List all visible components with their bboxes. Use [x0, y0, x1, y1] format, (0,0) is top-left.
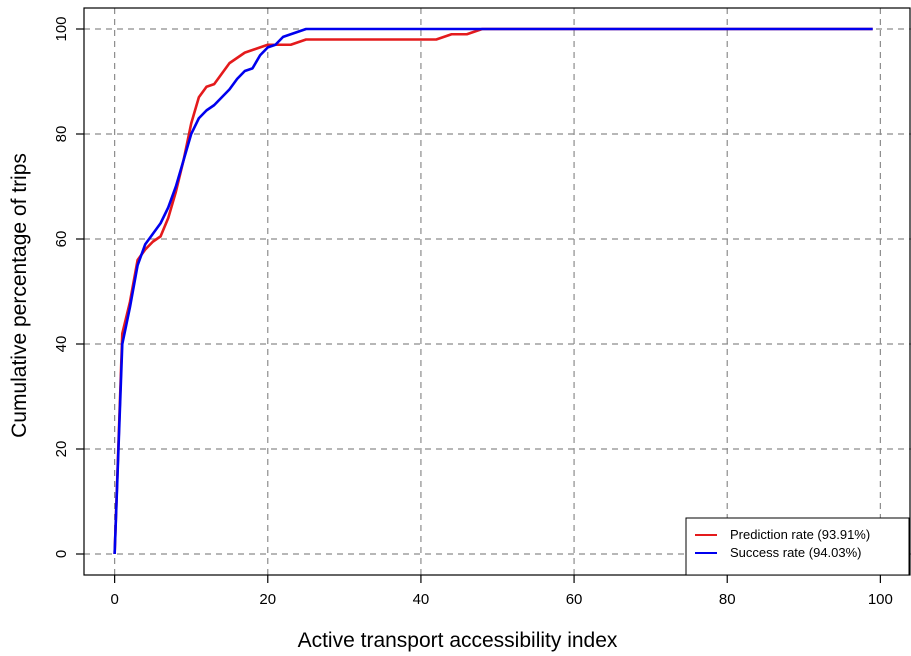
- series-lines: [113, 27, 873, 555]
- x-axis-title: Active transport accessibility index: [298, 629, 618, 652]
- y-tick-label-0: 0: [53, 550, 70, 558]
- legend-label-0: Prediction rate (93.91%): [730, 527, 870, 542]
- grid: [84, 8, 911, 575]
- x-tick-label-5: 100: [868, 591, 893, 608]
- y-tick-label-4: 80: [53, 126, 70, 143]
- plot-frame: [83, 7, 911, 576]
- series-line-0: [113, 27, 873, 555]
- legend-box: [685, 517, 910, 576]
- axes: 0 20 40 60 80 100 0 20 40 60 80 100: [53, 7, 911, 608]
- legend-label-1: Success rate (94.03%): [730, 545, 862, 560]
- x-tick-label-2: 40: [413, 591, 430, 608]
- y-tick-label-2: 40: [53, 336, 70, 353]
- x-tick-label-3: 60: [566, 591, 583, 608]
- y-axis-title: Cumulative percentage of trips: [8, 153, 31, 438]
- x-tick-label-0: 0: [110, 591, 118, 608]
- y-tick-label-5: 100: [53, 16, 70, 41]
- x-tick-label-4: 80: [719, 591, 736, 608]
- y-tick-label-1: 20: [53, 441, 70, 458]
- x-tick-label-1: 20: [259, 591, 276, 608]
- series-line-1: [113, 27, 873, 555]
- y-tick-label-3: 60: [53, 231, 70, 248]
- legend: Prediction rate (93.91%) Success rate (94…: [685, 517, 910, 576]
